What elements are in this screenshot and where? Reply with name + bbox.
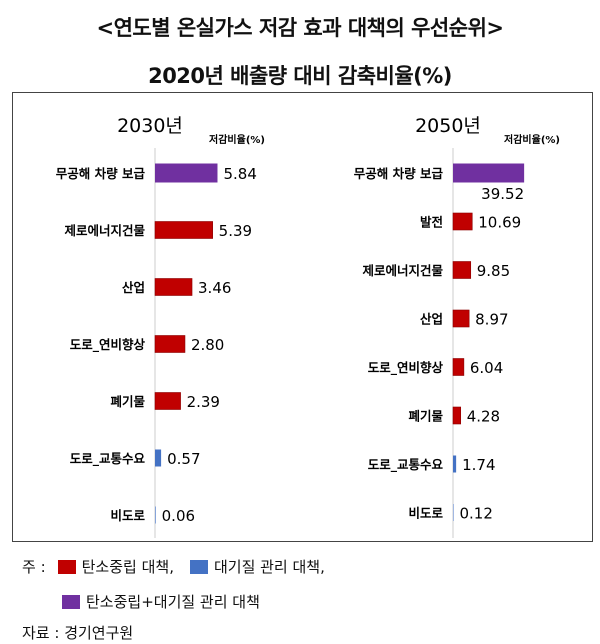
bar [155, 449, 162, 467]
category-label: 비도로 [110, 508, 145, 523]
data-label: 4.28 [467, 408, 500, 426]
bar [452, 309, 470, 328]
category-label: 도로_교통수요 [70, 451, 146, 467]
legend-label-both: 탄소중립+대기질 관리 대책 [86, 593, 260, 611]
legend-prefix: 주 : [22, 558, 46, 576]
bar [452, 358, 465, 376]
data-label: 0.12 [460, 505, 493, 523]
data-label: 2.39 [187, 393, 220, 411]
bar [452, 261, 472, 279]
bar [453, 504, 454, 521]
category-label: 발전 [420, 215, 443, 230]
data-label: 9.85 [477, 262, 510, 280]
category-label: 도로_연비향상 [368, 360, 444, 376]
chart-frame [12, 92, 593, 542]
source-note: 자료 : 경기연구원 [22, 624, 134, 642]
category-label: 무공해 차량 보급 [56, 166, 146, 181]
category-label: 폐기물 [110, 394, 145, 409]
chart-subtitle: 2020년 배출량 대비 감축비율(%) [148, 64, 452, 88]
category-label: 폐기물 [408, 409, 443, 424]
legend-swatch-both [62, 594, 80, 609]
bar [453, 455, 457, 473]
category-label: 비도로 [408, 506, 443, 521]
bar [154, 221, 213, 239]
panel-title: 2030년 [117, 115, 183, 137]
data-label: 6.04 [470, 359, 503, 377]
bar [154, 335, 186, 353]
data-label: 3.46 [198, 279, 231, 297]
category-label: 산업 [420, 312, 443, 327]
data-label: 2.80 [191, 336, 224, 354]
panel-title: 2050년 [415, 115, 481, 137]
legend-label-carbon: 탄소중립 대책, [81, 558, 174, 576]
category-label: 도로_연비향상 [70, 337, 146, 353]
data-label: 39.52 [481, 185, 524, 203]
data-label: 0.06 [162, 507, 195, 525]
bar [154, 278, 193, 296]
legend-swatch-carbon [57, 559, 76, 574]
legend-row-2: 탄소중립+대기질 관리 대책 [62, 591, 260, 612]
legend-row-1: 주 : 탄소중립 대책, 대기질 관리 대책, [22, 556, 325, 577]
value-axis-label: 저감비율(%) [504, 133, 560, 146]
bar [155, 506, 156, 524]
category-label: 제로에너지건물 [64, 223, 145, 238]
bar [453, 163, 525, 183]
data-label: 1.74 [462, 456, 495, 474]
bar [155, 163, 218, 183]
data-label: 5.39 [219, 222, 252, 240]
category-label: 도로_교통수요 [368, 457, 444, 473]
data-label: 10.69 [478, 214, 521, 232]
category-label: 무공해 차량 보급 [354, 166, 444, 181]
data-label: 8.97 [475, 311, 508, 329]
chart-title: <연도별 온실가스 저감 효과 대책의 우선순위> [96, 16, 504, 40]
value-axis-label: 저감비율(%) [209, 133, 265, 146]
bar [452, 212, 473, 231]
data-label: 5.84 [223, 165, 256, 183]
legend-label-air: 대기질 관리 대책, [213, 558, 325, 576]
bar [154, 392, 181, 410]
bar [452, 406, 462, 425]
legend-swatch-air [189, 559, 208, 574]
data-label: 0.57 [167, 450, 200, 468]
category-label: 제로에너지건물 [362, 263, 443, 278]
category-label: 산업 [122, 280, 145, 295]
